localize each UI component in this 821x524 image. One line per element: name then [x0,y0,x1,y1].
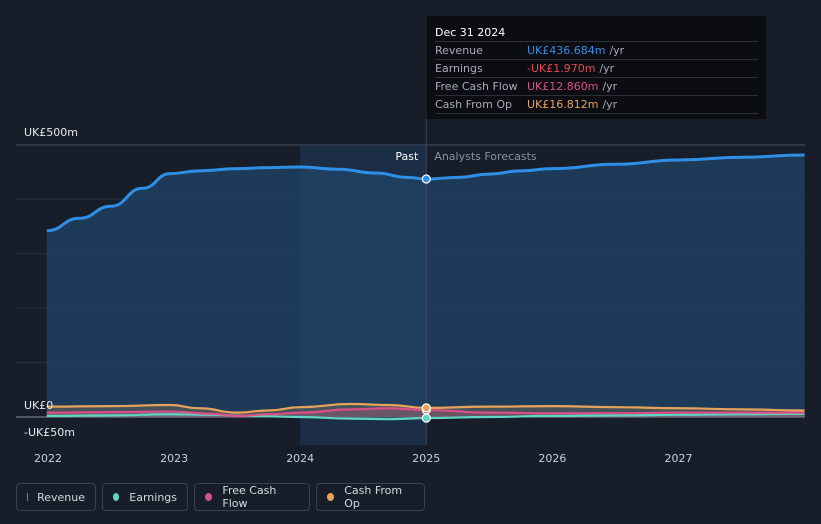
forecast-label: Analysts Forecasts [434,150,537,163]
tooltip-markers [421,174,431,423]
financials-chart: Past Analysts Forecasts UK£500m UK£0 -UK£5… [16,119,805,465]
legend-item-cash-from-op[interactable]: Cash From Op [316,483,425,511]
x-tick-label: 2025 [412,452,440,465]
x-tick-label: 2023 [160,452,188,465]
legend-label: Free Cash Flow [222,484,277,510]
cash-from-op-marker [421,403,431,413]
revenue-marker [421,174,431,184]
legend-item-revenue[interactable]: Revenue [16,483,96,511]
earnings-marker [421,413,431,423]
x-tick-label: 2026 [538,452,566,465]
x-tick-label: 2022 [34,452,62,465]
y-tick-label: UK£0 [24,399,53,412]
tooltip-unit: /yr [599,62,615,75]
legend-dot-icon [205,493,213,501]
x-axis-labels: 2022 2023 2024 2025 2026 2027 [34,452,693,465]
tooltip-label: Cash From Op [435,98,513,111]
free-cash-flow-line [46,407,805,418]
y-tick-label: -UK£50m [24,426,75,439]
y-axis-labels: UK£500m UK£0 -UK£50m [24,126,78,439]
tooltip-label: Revenue [435,44,483,57]
tooltip-value: UK£12.860m [527,80,599,93]
legend-dot-icon [113,493,120,501]
y-tick-label: UK£500m [24,126,78,139]
chart-tooltip: Dec 31 2024 Revenue UK£436.684m /yr Earn… [427,16,766,119]
x-tick-label: 2027 [665,452,693,465]
tooltip-row-free-cash-flow: Free Cash Flow UK£12.860m /yr [435,77,758,95]
legend-dot-icon [327,493,335,501]
legend-label: Revenue [37,490,85,504]
cash-from-op-line [46,402,805,414]
past-label: Past [395,150,419,163]
tooltip-row-revenue: Revenue UK£436.684m /yr [435,41,758,59]
tooltip-row-earnings: Earnings -UK£1.970m /yr [435,59,758,77]
series-areas [46,155,805,420]
tooltip-value: UK£16.812m [527,98,599,111]
tooltip-label: Earnings [435,62,483,75]
x-tick-label: 2024 [286,452,314,465]
series-lines [46,153,805,421]
legend-item-earnings[interactable]: Earnings [102,483,188,511]
tooltip-unit: /yr [602,98,618,111]
earnings-line [46,412,805,421]
chart-legend: Revenue Earnings Free Cash Flow Cash Fro… [16,483,425,511]
revenue-line [46,153,805,233]
tooltip-unit: /yr [609,44,625,57]
tooltip-date: Dec 31 2024 [435,26,506,39]
revenue-area [46,155,805,417]
tooltip-label: Free Cash Flow [435,80,518,93]
tooltip-row-cash-from-op: Cash From Op UK£16.812m /yr [435,95,758,114]
tooltip-unit: /yr [602,80,618,93]
tooltip-value: -UK£1.970m [527,62,596,75]
legend-label: Earnings [129,490,177,504]
legend-item-free-cash-flow[interactable]: Free Cash Flow [194,483,310,511]
tooltip-value: UK£436.684m [527,44,606,57]
legend-label: Cash From Op [344,484,403,510]
